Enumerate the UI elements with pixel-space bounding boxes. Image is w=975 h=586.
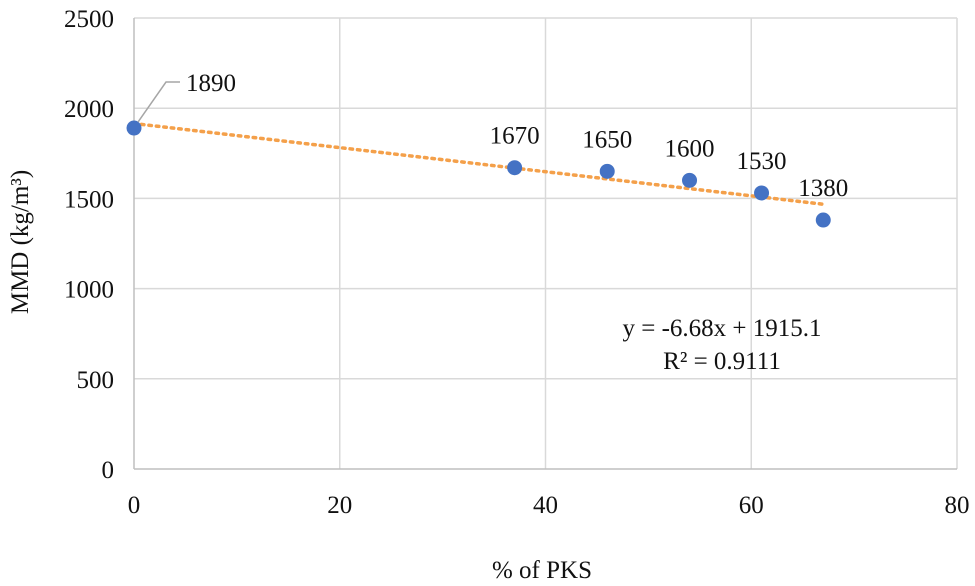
- axes: [133, 18, 957, 470]
- data-point: [815, 212, 831, 228]
- data-label: 1650: [582, 126, 632, 153]
- y-tick-label: 0: [102, 457, 115, 484]
- label-leader-line: [137, 81, 180, 123]
- x-tick-label: 0: [128, 492, 141, 519]
- trendline-group: [132, 121, 826, 207]
- y-tick-label: 2500: [64, 6, 114, 33]
- data-points: [126, 120, 831, 228]
- x-tick-label: 80: [945, 492, 970, 519]
- data-point: [126, 120, 142, 136]
- grid: [134, 17, 958, 469]
- r-squared-label: R² = 0.9111: [663, 348, 781, 375]
- label-leaders: [137, 81, 180, 123]
- data-point: [754, 185, 770, 201]
- y-tick-label: 2000: [64, 96, 114, 123]
- data-point: [599, 163, 615, 179]
- y-axis-title: MMD (kg/m³): [7, 170, 34, 314]
- x-tick-label: 60: [739, 492, 764, 519]
- x-tick-labels: 0 20 40 60 80: [128, 492, 970, 519]
- y-tick-label: 500: [77, 367, 115, 394]
- x-tick-label: 40: [533, 492, 558, 519]
- y-tick-labels: 0 500 1000 1500 2000 2500: [64, 6, 114, 484]
- data-labels: 1890 1670 1650 1600 1530 1380: [186, 70, 848, 202]
- data-point: [682, 172, 698, 188]
- data-label: 1380: [798, 175, 848, 202]
- trendline: [132, 121, 826, 207]
- y-tick-label: 1500: [64, 186, 114, 213]
- data-label: 1670: [490, 123, 540, 150]
- x-axis-title: % of PKS: [492, 557, 592, 584]
- data-label: 1600: [665, 135, 715, 162]
- data-label: 1530: [737, 148, 787, 175]
- data-point: [507, 160, 523, 176]
- x-tick-label: 20: [327, 492, 352, 519]
- trendline-equation: y = -6.68x + 1915.1: [622, 315, 821, 342]
- data-label: 1890: [186, 70, 236, 97]
- y-tick-label: 1000: [64, 277, 114, 304]
